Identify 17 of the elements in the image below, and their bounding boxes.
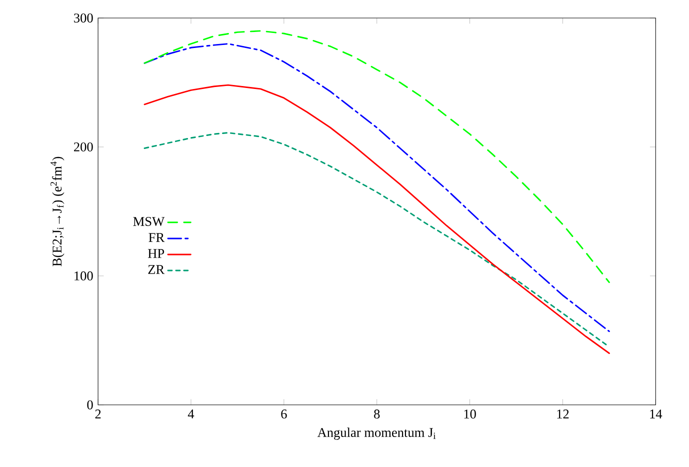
legend-label: HP [148,249,164,258]
x-axis-title: Angular momentum J$_{i}$ [317,428,436,440]
legend-label: ZR [148,265,165,274]
y-tick-label: 0 [87,400,93,410]
x-tick-label: 4 [188,410,194,418]
y-tick-label: 300 [74,14,93,23]
x-tick-label: 14 [650,410,662,418]
legend-label: FR [148,233,165,242]
text: B(E2;J$_{i}$→J$_{f}$) (e$^{2}$fm$^{4}$) [50,156,64,266]
x-tick-label: 6 [281,410,287,419]
x-tick-label: 10 [464,410,476,419]
x-tick-label: 8 [374,410,380,419]
y-tick-label: 100 [74,271,93,280]
legend-label: MSW [133,217,165,226]
x-tick-label: 2 [95,410,101,418]
y-tick-label: 200 [74,142,93,152]
x-tick-label: 12 [557,410,569,418]
